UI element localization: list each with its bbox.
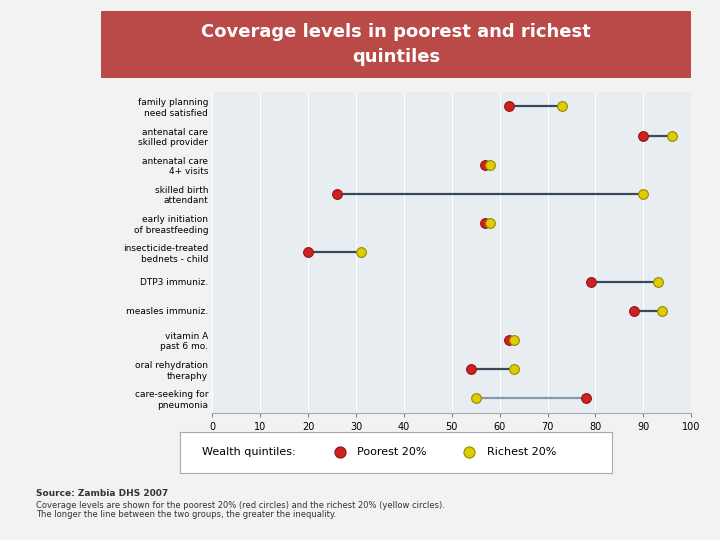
Text: Source: Zambia DHS 2007: Source: Zambia DHS 2007 [36,489,168,498]
Text: Poorest 20%: Poorest 20% [357,447,427,457]
Text: Coverage levels in poorest and richest
quintiles: Coverage levels in poorest and richest q… [201,23,591,66]
Text: The longer the line between the two groups, the greater the inequality.: The longer the line between the two grou… [36,510,336,519]
Text: Wealth quintiles:: Wealth quintiles: [202,447,295,457]
Text: Richest 20%: Richest 20% [487,447,556,457]
Text: Coverage levels are shown for the poorest 20% (red circles) and the richest 20% : Coverage levels are shown for the poores… [36,501,445,510]
X-axis label: Coverage (%): Coverage (%) [409,438,495,451]
